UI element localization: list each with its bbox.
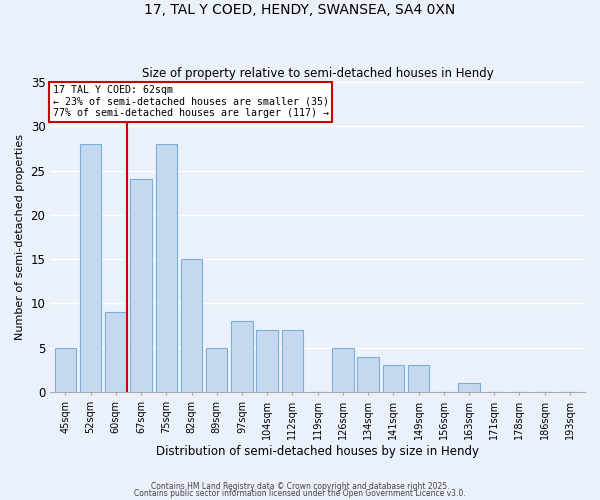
Bar bbox=[408, 366, 429, 392]
Bar bbox=[358, 356, 379, 392]
X-axis label: Distribution of semi-detached houses by size in Hendy: Distribution of semi-detached houses by … bbox=[156, 444, 479, 458]
Bar bbox=[383, 366, 404, 392]
Text: Contains HM Land Registry data © Crown copyright and database right 2025.: Contains HM Land Registry data © Crown c… bbox=[151, 482, 449, 491]
Bar bbox=[80, 144, 101, 392]
Bar bbox=[256, 330, 278, 392]
Text: 17, TAL Y COED, HENDY, SWANSEA, SA4 0XN: 17, TAL Y COED, HENDY, SWANSEA, SA4 0XN bbox=[145, 2, 455, 16]
Bar bbox=[231, 321, 253, 392]
Bar bbox=[458, 383, 479, 392]
Bar bbox=[105, 312, 127, 392]
Bar bbox=[332, 348, 353, 392]
Text: 17 TAL Y COED: 62sqm
← 23% of semi-detached houses are smaller (35)
77% of semi-: 17 TAL Y COED: 62sqm ← 23% of semi-detac… bbox=[53, 85, 329, 118]
Text: Contains public sector information licensed under the Open Government Licence v3: Contains public sector information licen… bbox=[134, 490, 466, 498]
Bar bbox=[282, 330, 303, 392]
Bar bbox=[55, 348, 76, 392]
Bar bbox=[181, 259, 202, 392]
Bar bbox=[130, 180, 152, 392]
Bar bbox=[155, 144, 177, 392]
Title: Size of property relative to semi-detached houses in Hendy: Size of property relative to semi-detach… bbox=[142, 66, 494, 80]
Y-axis label: Number of semi-detached properties: Number of semi-detached properties bbox=[15, 134, 25, 340]
Bar bbox=[206, 348, 227, 392]
